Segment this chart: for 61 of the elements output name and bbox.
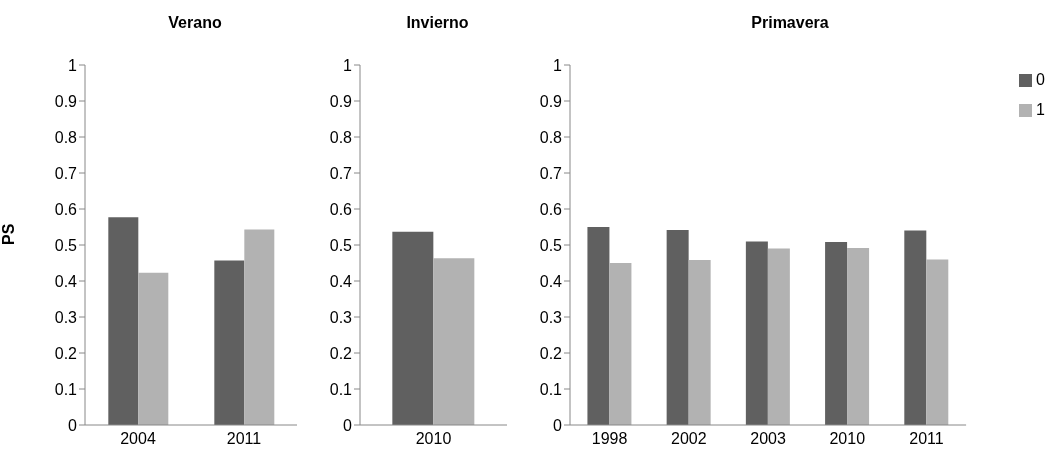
bar (926, 259, 949, 425)
chart-title: Verano (167, 14, 223, 32)
chart-title: Invierno (405, 14, 470, 32)
y-tick-label: 0.7 (539, 164, 563, 182)
y-tick-label: 0.1 (329, 380, 353, 398)
y-tick-label: 0.7 (329, 164, 353, 182)
y-axis-title: PS (0, 223, 17, 245)
bar (214, 260, 245, 425)
bar (688, 260, 711, 425)
y-tick-label: 0.9 (329, 92, 353, 110)
y-tick-label: 0.6 (539, 200, 563, 218)
y-tick-label: 0.2 (329, 344, 353, 362)
x-tick-label: 2010 (415, 430, 452, 448)
y-tick-label: 0.9 (54, 92, 78, 110)
y-tick-label: 0.5 (329, 236, 353, 254)
y-tick-label: 1 (68, 56, 78, 74)
x-tick-label: 2011 (226, 430, 262, 448)
y-tick-label: 0.4 (54, 272, 78, 290)
y-tick-label: 0.6 (329, 200, 353, 218)
y-tick-label: 0.8 (54, 128, 78, 146)
y-tick-label: 0.9 (539, 92, 563, 110)
y-tick-label: 0.6 (54, 200, 78, 218)
chart-title: Primavera (750, 14, 830, 32)
y-tick-label: 0.1 (539, 380, 563, 398)
y-tick-label: 0 (68, 416, 78, 434)
bar (745, 241, 768, 425)
bar (767, 248, 790, 425)
y-tick-label: 0.5 (54, 236, 78, 254)
y-tick-label: 0.2 (539, 344, 563, 362)
y-tick-label: 0.8 (329, 128, 353, 146)
bar (138, 272, 169, 425)
legend-label: 1 (1036, 101, 1045, 118)
y-tick-label: 0.3 (329, 308, 353, 326)
y-tick-label: 1 (343, 56, 353, 74)
bar (847, 247, 870, 425)
y-tick-label: 1 (553, 56, 563, 74)
y-tick-label: 0.4 (329, 272, 353, 290)
y-tick-label: 0.7 (54, 164, 78, 182)
y-tick-label: 0.5 (539, 236, 563, 254)
bar (244, 229, 275, 425)
x-tick-label: 2003 (750, 430, 786, 448)
bar (108, 217, 139, 425)
y-tick-label: 0.8 (539, 128, 563, 146)
y-tick-label: 0.2 (54, 344, 78, 362)
x-tick-label: 2004 (120, 430, 156, 448)
bar (825, 242, 848, 425)
bar (904, 230, 927, 425)
y-tick-label: 0 (343, 416, 353, 434)
x-tick-label: 2010 (829, 430, 866, 448)
x-tick-label: 1998 (591, 430, 628, 448)
x-tick-label: 2011 (909, 430, 944, 448)
bar (609, 263, 632, 425)
y-tick-label: 0.3 (54, 308, 78, 326)
bar (666, 229, 689, 425)
y-tick-label: 0.4 (539, 272, 563, 290)
y-tick-label: 0 (553, 416, 563, 434)
y-tick-label: 0.3 (539, 308, 563, 326)
x-tick-label: 2002 (671, 430, 707, 448)
y-tick-label: 0.1 (54, 380, 78, 398)
bar (587, 227, 610, 425)
legend-label: 0 (1036, 71, 1045, 88)
